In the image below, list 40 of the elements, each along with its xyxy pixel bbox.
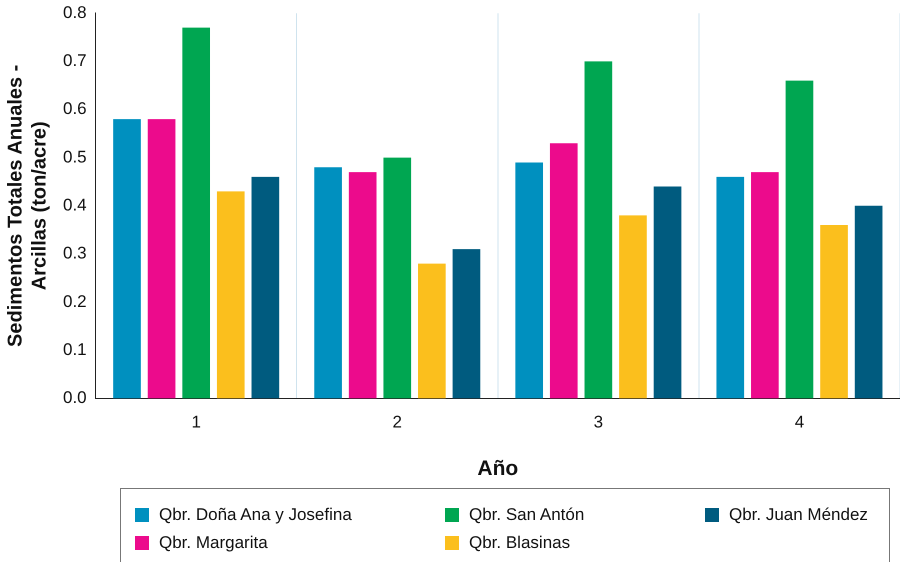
y-tick-label: 0.8 [62,2,87,22]
y-tick-label: 0.7 [62,51,87,70]
bar [452,249,480,398]
bar [182,28,210,398]
x-tick-label: 3 [594,412,604,432]
bar [314,167,342,398]
legend-label: Qbr. Doña Ana y Josefina [159,505,352,525]
y-tick-label: 0.4 [62,195,87,214]
bar [619,215,647,398]
y-tick-label: 0.1 [62,340,87,359]
y-tick-label: 0.3 [62,244,87,263]
bar [113,119,141,398]
y-tick-label: 0.6 [62,99,87,118]
bar [820,225,848,398]
x-tick-label: 2 [392,412,402,432]
y-tick-label: 0.0 [62,388,87,408]
legend-label: Qbr. Margarita [159,533,268,553]
x-tick-label: 1 [191,412,201,432]
bar [786,80,814,398]
bar [550,143,578,398]
bar [418,264,446,398]
legend-label: Qbr. Blasinas [469,533,570,553]
y-tick-label: 0.2 [62,292,87,311]
bar [716,176,744,398]
legend-label: Qbr. San Antón [469,505,584,525]
y-axis-title: Sedimentos Totales Anuales - Arcillas (ton/acre) [4,64,51,347]
bar [654,186,682,398]
bar [751,172,779,398]
x-tick-label: 4 [794,412,804,432]
bar [252,176,280,398]
bar [148,119,176,398]
bar [348,172,377,398]
y-tick-label: 0.5 [62,147,87,166]
bar [383,158,412,398]
bar [854,206,882,398]
legend-label: Qbr. Juan Méndez [729,505,868,525]
bar [515,162,544,398]
bar [584,61,612,398]
x-axis-title: Año [477,457,518,480]
bar [216,191,245,398]
